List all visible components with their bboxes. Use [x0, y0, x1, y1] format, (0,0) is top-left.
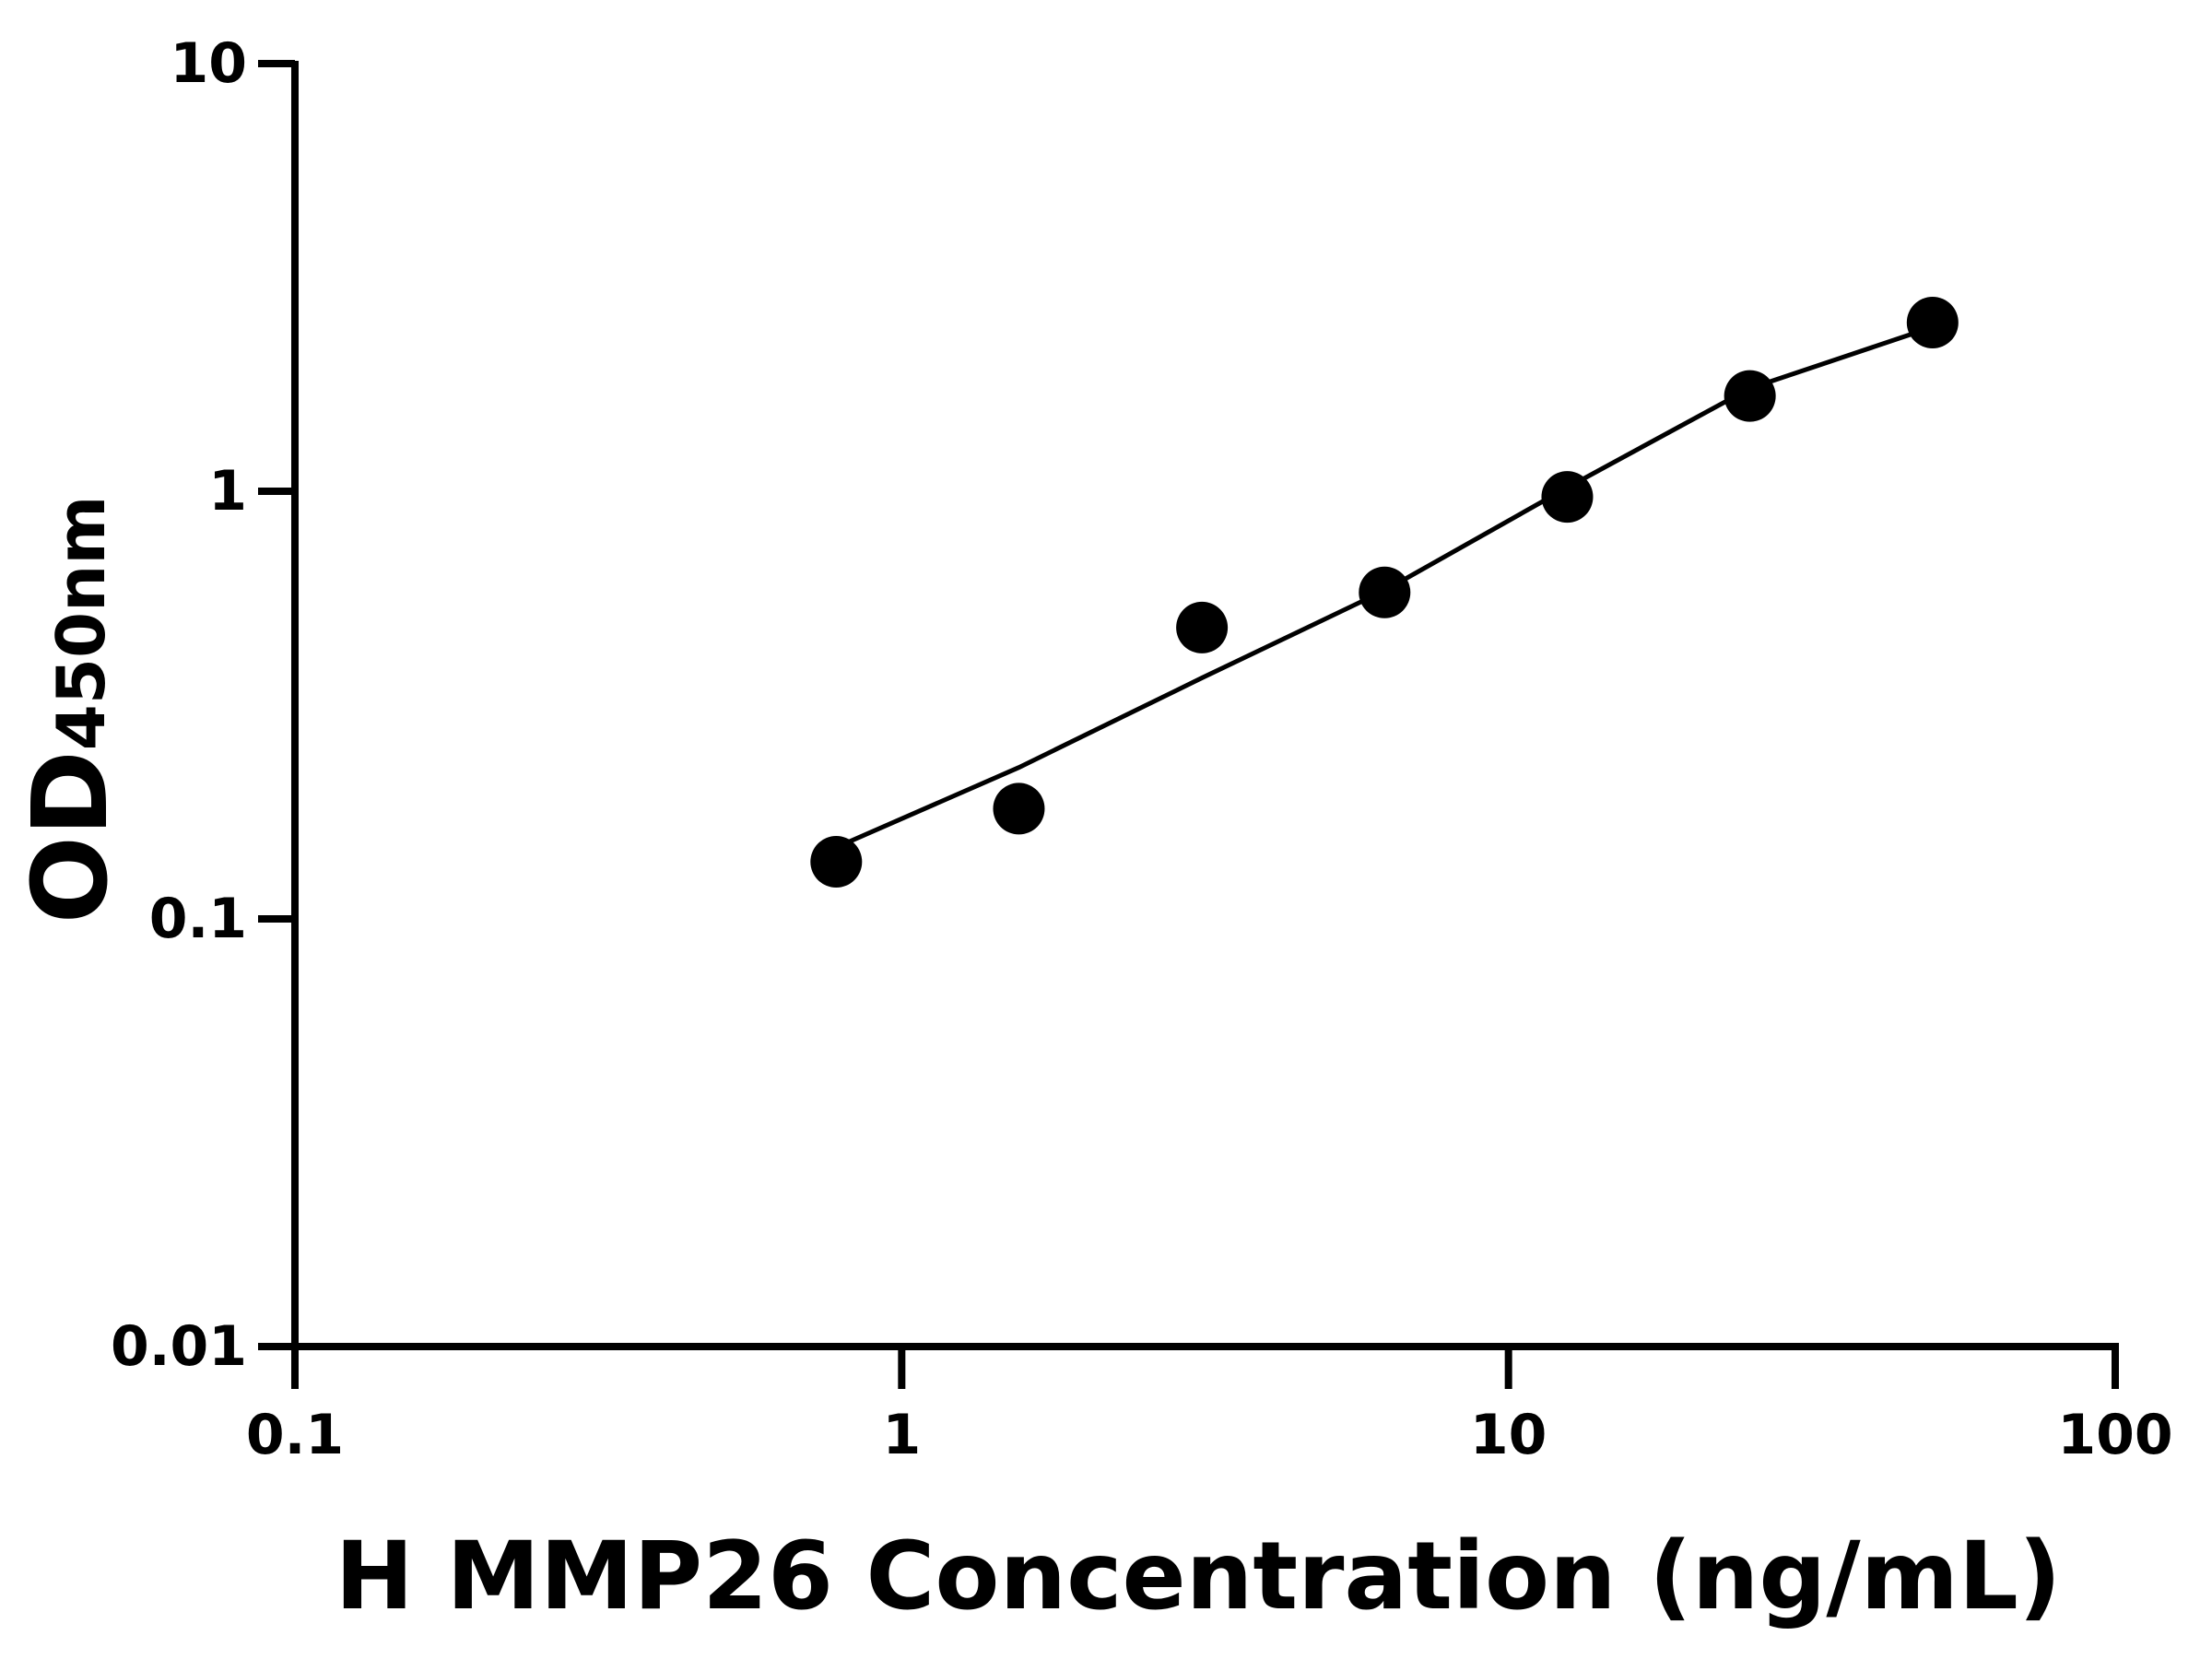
data-point — [1359, 566, 1411, 618]
y-axis-label: OD450nm — [11, 496, 131, 924]
x-tick-label: 1 — [882, 1403, 921, 1467]
x-tick-label: 0.1 — [246, 1403, 344, 1467]
x-tick-label: 100 — [2057, 1403, 2172, 1467]
y-tick-label: 0.1 — [149, 887, 247, 951]
x-tick-label: 10 — [1470, 1403, 1547, 1467]
y-axis-label-sub: 450nm — [42, 496, 120, 751]
data-point — [1906, 296, 1959, 348]
data-point — [993, 782, 1045, 835]
data-point — [1724, 370, 1776, 422]
data-point — [1541, 471, 1594, 524]
y-axis-label-main: OD — [11, 750, 131, 924]
x-axis-label: H MMP26 Concentration (ng/mL) — [335, 1522, 2061, 1631]
data-point — [810, 836, 863, 888]
y-tick-label: 0.01 — [111, 1314, 247, 1379]
y-tick-label: 10 — [171, 31, 248, 96]
data-point — [1176, 601, 1229, 653]
y-tick-label: 1 — [208, 459, 247, 524]
